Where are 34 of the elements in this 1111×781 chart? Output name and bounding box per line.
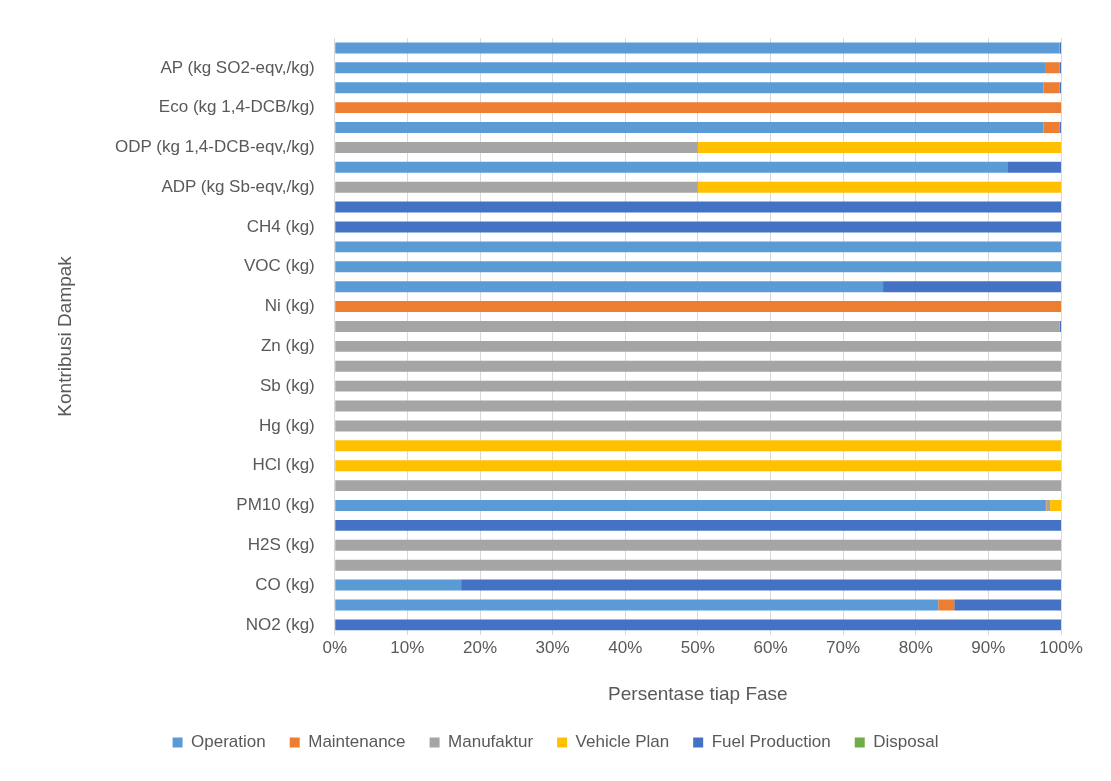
y-tick-label: NO2 (kg) xyxy=(245,614,315,634)
y-tick-label: AP (kg SO2-eqv,/kg) xyxy=(160,57,315,77)
y-tick-label: Eco (kg 1,4-DCB/kg) xyxy=(158,97,315,117)
legend-label: Vehicle Plan xyxy=(575,732,670,752)
y-tick-label: ODP (kg 1,4-DCB-eqv,/kg) xyxy=(115,137,315,157)
x-tick-label: 70% xyxy=(826,637,861,657)
x-tick-label: 50% xyxy=(680,637,715,657)
x-tick-label: 10% xyxy=(390,637,425,657)
y-tick-label: Zn (kg) xyxy=(260,336,315,356)
y-tick-label: Sb (kg) xyxy=(259,375,315,395)
legend-label: Disposal xyxy=(873,732,939,752)
y-axis-title: Kontribusi Dampak xyxy=(53,255,75,417)
y-tick-label: Ni (kg) xyxy=(264,296,315,316)
legend-label: Fuel Production xyxy=(711,732,831,752)
x-tick-label: 40% xyxy=(608,637,643,657)
y-tick-label: HCl (kg) xyxy=(252,455,315,475)
x-tick-label: 20% xyxy=(462,637,498,657)
x-tick-label: 80% xyxy=(898,637,933,657)
y-tick-label: VOC (kg) xyxy=(243,256,315,276)
x-tick-label: 0% xyxy=(322,637,348,657)
y-tick-label: H2S (kg) xyxy=(247,534,315,554)
legend-label: Maintenance xyxy=(308,732,406,752)
legend-label: Operation xyxy=(191,732,266,752)
y-tick-label: PM10 (kg) xyxy=(236,495,315,515)
y-tick-label: CO (kg) xyxy=(255,574,315,594)
x-tick-label: 60% xyxy=(753,637,788,657)
y-tick-label: ADP (kg Sb-eqv,/kg) xyxy=(161,176,315,196)
x-axis-title: Persentase tiap Fase xyxy=(608,682,788,704)
legend-label: Manufaktur xyxy=(448,732,534,752)
y-tick-label: CH4 (kg) xyxy=(246,216,315,236)
x-tick-label: 90% xyxy=(971,637,1006,657)
x-tick-label: 100% xyxy=(1039,637,1083,657)
y-tick-label: Hg (kg) xyxy=(259,415,315,435)
x-tick-label: 30% xyxy=(535,637,570,657)
